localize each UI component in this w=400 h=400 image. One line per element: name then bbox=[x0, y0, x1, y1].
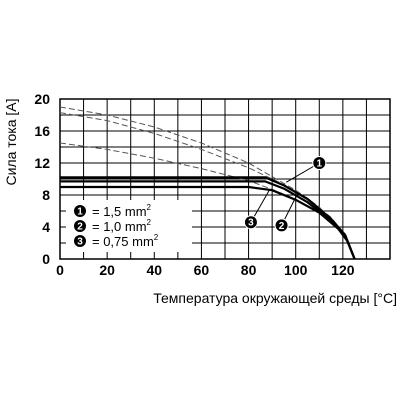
legend: 1 = 1,5 mm2 2 = 1,0 mm2 3 = 0,75 mm2 bbox=[66, 200, 192, 252]
legend-entry-text: = 1,5 mm2 bbox=[92, 203, 152, 219]
legend-entry-2: 2 = 1,0 mm2 bbox=[74, 218, 152, 234]
y-tick-label: 8 bbox=[42, 187, 50, 203]
x-tick-label: 120 bbox=[331, 262, 355, 278]
x-tick-label: 40 bbox=[146, 262, 162, 278]
solid-curves bbox=[60, 176, 356, 260]
plot-border bbox=[59, 98, 391, 260]
legend-marker-label: 2 bbox=[77, 222, 83, 233]
x-tick-label: 0 bbox=[56, 262, 64, 278]
x-tick-label: 80 bbox=[241, 262, 257, 278]
legend-entry-text: = 0,75 mm2 bbox=[92, 233, 159, 249]
x-tick-label: 100 bbox=[284, 262, 308, 278]
legend-entry-text: = 1,0 mm2 bbox=[92, 218, 152, 234]
legend-marker-3 bbox=[74, 235, 86, 247]
legend-marker-label: 1 bbox=[77, 207, 83, 218]
legend-background bbox=[66, 200, 192, 252]
marker-circle bbox=[312, 156, 327, 170]
legend-entry-1: 1 = 1,5 mm2 bbox=[74, 203, 152, 219]
curve-marker-1: 1 bbox=[286, 156, 327, 183]
y-tick-label: 20 bbox=[34, 91, 50, 107]
legend-marker-2 bbox=[74, 220, 86, 232]
legend-entry-3: 3 = 0,75 mm2 bbox=[74, 233, 159, 249]
x-tick-label: 60 bbox=[194, 262, 210, 278]
marker-circle bbox=[274, 218, 289, 233]
marker-label: 1 bbox=[317, 159, 323, 170]
legend-marker-label: 3 bbox=[77, 237, 83, 248]
y-tick-label: 16 bbox=[34, 123, 50, 139]
y-axis-label: Сила тока [A] bbox=[3, 98, 19, 185]
series-line-2 bbox=[60, 180, 356, 260]
y-tick-label: 4 bbox=[42, 219, 50, 235]
curve-markers: 1 2 3 bbox=[243, 156, 327, 233]
plot-frame bbox=[59, 98, 391, 260]
y-tick-label: 12 bbox=[34, 155, 50, 171]
x-tick-label: 20 bbox=[99, 262, 115, 278]
marker-label: 2 bbox=[279, 221, 285, 232]
curve-marker-2: 2 bbox=[274, 192, 299, 233]
x-axis-label: Температура окружающей среды [°C] bbox=[153, 290, 397, 306]
legend-marker-1 bbox=[74, 205, 86, 217]
grid bbox=[59, 98, 391, 260]
marker-label: 3 bbox=[248, 218, 254, 229]
series-line-3 bbox=[60, 185, 356, 260]
curve-marker-3: 3 bbox=[243, 189, 271, 230]
marker-circle bbox=[243, 215, 258, 230]
y-tick-label: 0 bbox=[42, 251, 50, 267]
